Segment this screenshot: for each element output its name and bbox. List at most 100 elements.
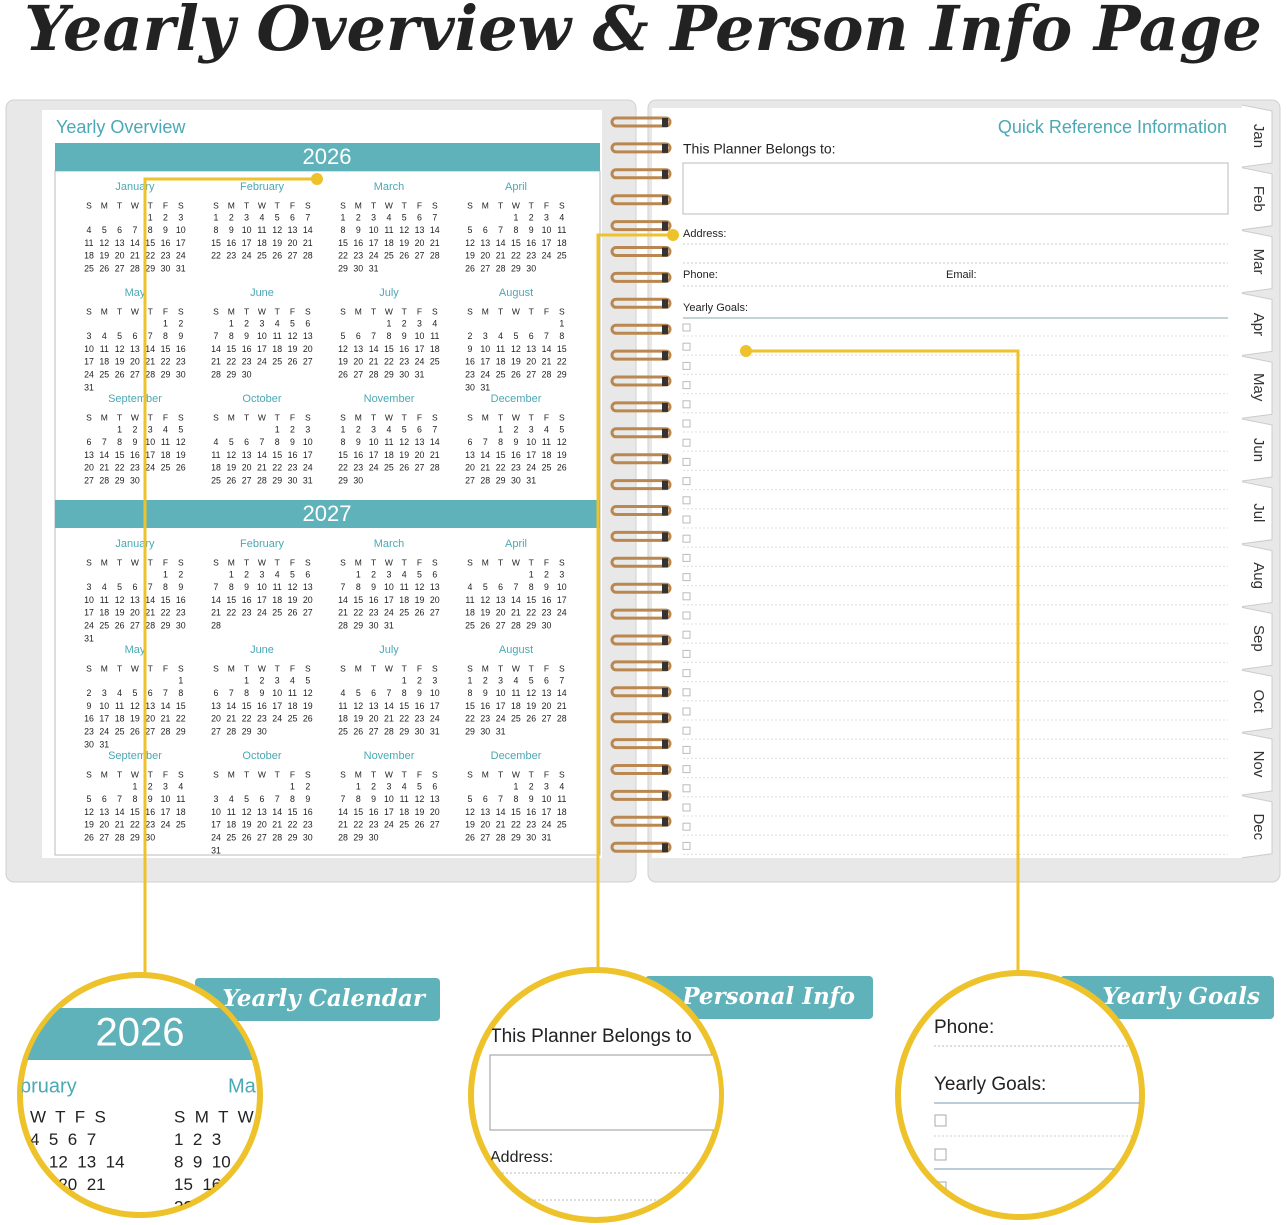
day: 7 bbox=[229, 688, 234, 698]
day: 18 bbox=[115, 714, 125, 724]
weekday: T bbox=[498, 557, 503, 567]
day: 16 bbox=[511, 450, 521, 460]
ring bbox=[610, 168, 672, 180]
day: 20 bbox=[130, 608, 140, 618]
weekday: T bbox=[402, 663, 407, 673]
weekday: T bbox=[117, 769, 122, 779]
callout-label: Personal Info bbox=[681, 983, 855, 1010]
day: 20 bbox=[480, 820, 490, 830]
day: 6 bbox=[417, 212, 422, 222]
month-name: November bbox=[364, 750, 415, 762]
day: 15 bbox=[465, 701, 475, 711]
day: 27 bbox=[303, 608, 313, 618]
ring-hole bbox=[662, 169, 668, 179]
day: 2 bbox=[178, 569, 183, 579]
day: 26 bbox=[288, 608, 298, 618]
day: 4 bbox=[117, 688, 122, 698]
day: 30 bbox=[353, 264, 363, 274]
day: 10 bbox=[430, 688, 440, 698]
day: 9 bbox=[290, 437, 295, 447]
day: 10 bbox=[496, 688, 506, 698]
day: 25 bbox=[511, 714, 521, 724]
day: 10 bbox=[161, 794, 171, 804]
day: 5 bbox=[513, 331, 518, 341]
weekday: T bbox=[529, 557, 534, 567]
day: 6 bbox=[244, 437, 249, 447]
day: 1 bbox=[386, 318, 391, 328]
day: 15 bbox=[211, 238, 221, 248]
day: 3 bbox=[148, 424, 153, 434]
day: 31 bbox=[176, 264, 186, 274]
day: 23 bbox=[257, 714, 267, 724]
day: 4 bbox=[178, 781, 183, 791]
day: 10 bbox=[384, 582, 394, 592]
day: 29 bbox=[526, 621, 536, 631]
weekday: T bbox=[371, 557, 376, 567]
day: 29 bbox=[511, 833, 521, 843]
day: 2 bbox=[178, 318, 183, 328]
weekday: S bbox=[178, 769, 184, 779]
day: 1 bbox=[132, 781, 137, 791]
weekday: M bbox=[228, 557, 235, 567]
day: 15 bbox=[399, 701, 409, 711]
weekday: F bbox=[417, 306, 422, 316]
day: 12 bbox=[465, 238, 475, 248]
day: 15 bbox=[511, 807, 521, 817]
day: 25 bbox=[542, 463, 552, 473]
weekday: M bbox=[355, 769, 362, 779]
tab bbox=[1241, 669, 1273, 733]
day: 5 bbox=[178, 424, 183, 434]
day: 9 bbox=[163, 225, 168, 235]
day: 28 bbox=[496, 264, 506, 274]
day: 7 bbox=[214, 331, 219, 341]
day: 28 bbox=[226, 727, 236, 737]
zoom-row: 1 12 13 14 bbox=[30, 1152, 125, 1171]
weekday: S bbox=[467, 769, 473, 779]
ring bbox=[610, 375, 672, 387]
day: 17 bbox=[384, 807, 394, 817]
day: 15 bbox=[557, 344, 567, 354]
day: 25 bbox=[84, 264, 94, 274]
ring bbox=[610, 142, 672, 154]
day: 30 bbox=[84, 739, 94, 749]
day: 1 bbox=[290, 781, 295, 791]
day: 25 bbox=[338, 727, 348, 737]
weekday: F bbox=[163, 306, 168, 316]
weekday: T bbox=[148, 306, 153, 316]
day: 6 bbox=[87, 437, 92, 447]
day: 30 bbox=[242, 370, 252, 380]
day: 30 bbox=[176, 370, 186, 380]
day: 25 bbox=[99, 621, 109, 631]
day: 12 bbox=[303, 688, 313, 698]
day: 13 bbox=[496, 595, 506, 605]
day: 16 bbox=[465, 357, 475, 367]
month-name: May bbox=[125, 644, 146, 656]
day: 11 bbox=[161, 437, 170, 447]
day: 11 bbox=[430, 331, 439, 341]
tab bbox=[1241, 230, 1273, 294]
day: 15 bbox=[145, 238, 155, 248]
day: 20 bbox=[353, 357, 363, 367]
month-name: February bbox=[240, 181, 285, 193]
month-name: March bbox=[374, 181, 405, 193]
day: 3 bbox=[87, 582, 92, 592]
month-tabs: Jan Feb Mar Apr May Jun Jul Aug Sep Oct Nov Dec bbox=[1241, 104, 1273, 859]
day: 7 bbox=[214, 582, 219, 592]
day: 12 bbox=[399, 225, 409, 235]
day: 25 bbox=[272, 357, 282, 367]
day: 11 bbox=[211, 450, 220, 460]
day: 17 bbox=[84, 357, 94, 367]
day: 30 bbox=[480, 727, 490, 737]
day: 10 bbox=[211, 807, 221, 817]
day: 23 bbox=[542, 608, 552, 618]
day: 5 bbox=[117, 582, 122, 592]
name-box bbox=[682, 162, 1229, 215]
checkbox bbox=[682, 649, 691, 658]
day: 27 bbox=[288, 251, 298, 261]
day: 1 bbox=[356, 781, 361, 791]
zoom-year: 2026 bbox=[96, 1011, 185, 1055]
day: 24 bbox=[526, 463, 536, 473]
day: 6 bbox=[498, 582, 503, 592]
day: 4 bbox=[432, 318, 437, 328]
